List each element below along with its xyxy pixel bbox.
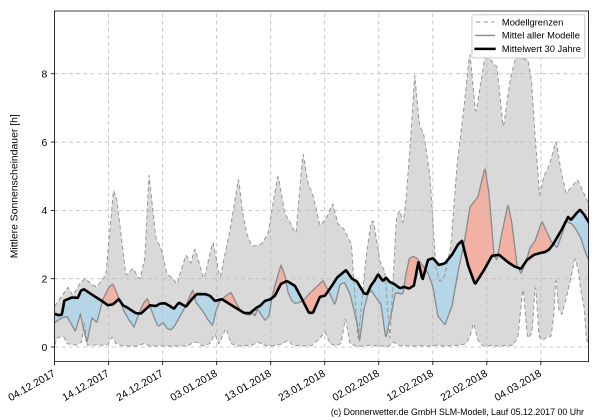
svg-text:6: 6: [42, 138, 48, 149]
svg-text:(c) Donnerwetter.de GmbH SLM-M: (c) Donnerwetter.de GmbH SLM-Modell, Lau…: [331, 407, 584, 417]
svg-text:2: 2: [42, 274, 48, 285]
svg-text:0: 0: [42, 343, 48, 354]
svg-text:4: 4: [42, 206, 48, 217]
svg-text:Mittel aller Modelle: Mittel aller Modelle: [502, 31, 580, 41]
svg-text:Modellgrenzen: Modellgrenzen: [502, 17, 563, 27]
svg-text:8: 8: [42, 69, 48, 80]
svg-text:Mittlere Sonnenscheindauer [h]: Mittlere Sonnenscheindauer [h]: [9, 114, 20, 258]
svg-text:Mittelwert 30 Jahre: Mittelwert 30 Jahre: [502, 44, 581, 54]
